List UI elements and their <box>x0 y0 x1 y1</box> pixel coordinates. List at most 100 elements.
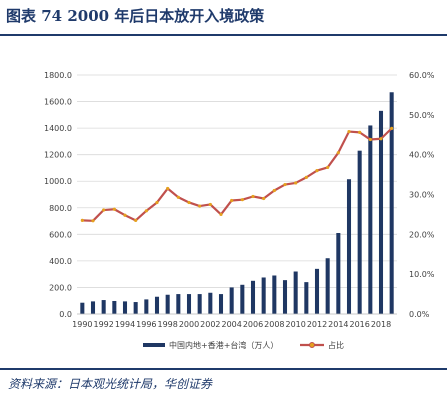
line-point <box>336 151 340 155</box>
source-note: 资料来源：日本观光统计局，华创证券 <box>8 377 213 391</box>
x-tick-label: 1990 <box>72 320 92 329</box>
bar <box>261 277 266 314</box>
line-point <box>368 137 372 142</box>
y-left-tick-label: 1400.0 <box>44 124 72 133</box>
line-point <box>112 207 116 211</box>
line-point <box>390 126 394 130</box>
y-left-tick-label: 800.0 <box>49 204 72 213</box>
line-point <box>80 218 84 222</box>
bar <box>325 258 330 314</box>
line-series <box>80 126 394 223</box>
bar <box>144 299 149 314</box>
line-point <box>155 200 159 205</box>
bar <box>314 268 320 314</box>
top-rule <box>0 34 447 36</box>
x-tick-label: 1998 <box>157 320 177 329</box>
line-point <box>304 175 308 179</box>
line-point <box>262 196 266 201</box>
figure-title: 图表 74 2000 年后日本放开入境政策 <box>6 7 265 25</box>
line-point <box>379 137 383 141</box>
bar <box>293 271 298 314</box>
bar <box>250 280 256 314</box>
line-point <box>187 200 191 205</box>
line-point <box>283 182 287 187</box>
legend-line-marker <box>309 342 315 348</box>
y-left-tick-label: 600.0 <box>49 230 72 239</box>
bar <box>165 294 170 314</box>
bar <box>240 284 245 314</box>
bar <box>122 301 128 314</box>
x-tick-label: 2004 <box>221 320 241 329</box>
bar <box>154 296 160 314</box>
y-left-tick-label: 1000.0 <box>44 177 72 186</box>
line-point <box>230 198 234 203</box>
line-point <box>208 202 212 207</box>
bar <box>101 300 106 314</box>
y-right-tick-label: 50.0% <box>409 111 435 120</box>
y-left-tick-label: 1800.0 <box>44 71 72 80</box>
bar <box>90 301 96 314</box>
line-point <box>144 209 148 213</box>
bar <box>229 287 234 314</box>
y-axis-right: 0.0% 10.0% 20.0% 30.0% 40.0% 50.0% 60.0% <box>409 71 435 319</box>
bar <box>346 179 352 314</box>
y-right-tick-label: 0.0% <box>409 310 430 319</box>
legend-bar-swatch <box>143 343 165 347</box>
line-point <box>198 204 202 208</box>
line-point <box>91 219 95 223</box>
y-right-tick-label: 40.0% <box>409 151 435 160</box>
x-tick-label: 2014 <box>328 320 348 329</box>
x-tick-label: 2018 <box>371 320 391 329</box>
bar <box>282 280 288 314</box>
x-tick-label: 2006 <box>243 320 263 329</box>
y-left-tick-label: 200.0 <box>49 283 72 292</box>
x-tick-label: 2010 <box>285 320 305 329</box>
x-tick-label: 2012 <box>307 320 327 329</box>
share-line <box>82 127 393 222</box>
line-point <box>176 195 180 199</box>
y-left-tick-label: 0.0 <box>59 310 72 319</box>
chart: 0.0 200.0 400.0 600.0 800.0 1000.0 1200.0 1400.… <box>44 71 435 350</box>
bar <box>378 110 384 314</box>
y-axis-left: 0.0 200.0 400.0 600.0 800.0 1000.0 1200.0 1400.… <box>44 71 72 319</box>
line-point <box>219 212 223 217</box>
y-right-tick-label: 20.0% <box>409 230 435 239</box>
line-point <box>326 165 330 170</box>
legend-bar-label: 中国内地+香港+台湾（万人） <box>169 340 278 350</box>
bar <box>389 92 394 314</box>
bottom-rule <box>0 368 447 370</box>
bar <box>197 294 202 314</box>
line-point <box>134 218 138 222</box>
line-point <box>166 186 170 191</box>
line-point <box>102 208 106 212</box>
legend: 中国内地+香港+台湾（万人） 占比 <box>143 340 344 350</box>
bar <box>80 302 85 314</box>
x-tick-label: 1994 <box>115 320 135 329</box>
bar <box>368 125 373 314</box>
y-right-tick-label: 10.0% <box>409 270 435 279</box>
y-left-tick-label: 1200.0 <box>44 151 72 160</box>
x-tick-label: 2000 <box>179 320 199 329</box>
bar <box>133 302 138 314</box>
line-point <box>347 129 351 134</box>
bar <box>357 150 362 314</box>
x-tick-label: 1992 <box>93 320 113 329</box>
legend-line-label: 占比 <box>328 340 344 350</box>
bar <box>112 300 117 314</box>
line-point <box>358 130 362 134</box>
bar <box>304 282 309 314</box>
x-tick-label: 2002 <box>200 320 220 329</box>
x-axis: 1990 1992 1994 1996 1998 2000 2002 2004 2006 2008… <box>72 313 397 329</box>
line-point <box>294 181 298 185</box>
bar <box>208 292 213 314</box>
x-tick-label: 2008 <box>264 320 284 329</box>
y-right-tick-label: 60.0% <box>409 71 435 80</box>
bar-series <box>80 92 394 314</box>
line-point <box>272 188 276 193</box>
gridlines <box>77 74 397 315</box>
line-point <box>251 194 255 199</box>
bar <box>186 294 192 314</box>
bar <box>218 294 224 314</box>
bar <box>176 294 181 314</box>
bar <box>272 275 277 314</box>
